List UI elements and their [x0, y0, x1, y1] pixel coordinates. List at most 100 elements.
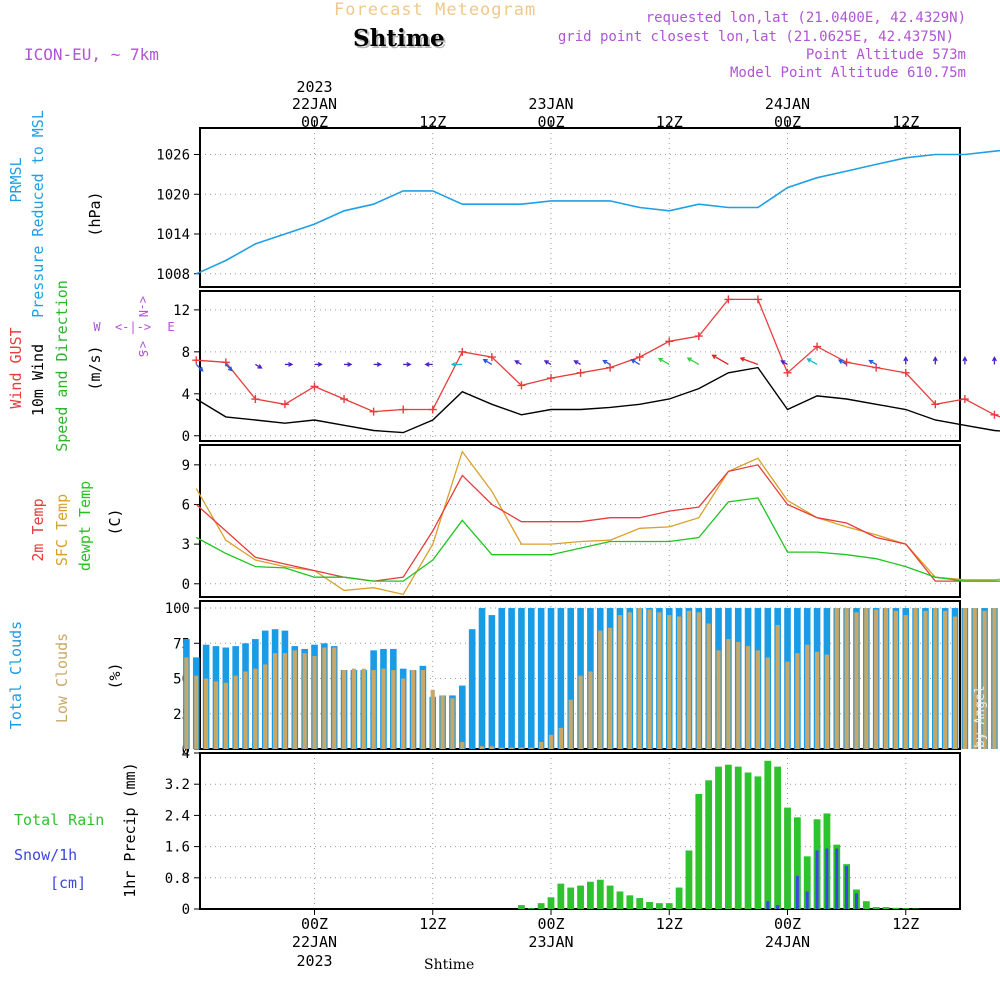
low-cloud-bar [341, 670, 347, 749]
snow-label: Snow/1h [14, 846, 77, 864]
total-cloud-bar [459, 685, 466, 749]
low-cloud-bar [588, 671, 593, 749]
wind-arrow-head [227, 366, 233, 372]
wind-arrow-head [424, 361, 430, 367]
hpa-unit-label: (hPa) [86, 191, 104, 236]
low-cloud-bar [233, 675, 238, 749]
low-cloud-bar [765, 657, 770, 749]
low-cloud-bar [184, 657, 189, 749]
bottom-tick-label: 00Z [537, 915, 564, 933]
wind-arrow-head [257, 364, 263, 369]
rain-bar [774, 766, 782, 909]
top-year-label: 2023 [296, 78, 332, 96]
top-tick-label: 00Z [537, 113, 564, 131]
rain-bar [784, 807, 791, 909]
y-tick-label: 1008 [156, 267, 190, 283]
low-cloud-bar [982, 610, 987, 749]
low-cloud-bar [824, 654, 830, 749]
total-rain-label: Total Rain [14, 811, 104, 829]
total-cloud-bar [468, 629, 476, 749]
y-tick-label: 4 [182, 746, 190, 762]
snow-bar [815, 850, 819, 909]
gridpoint-coords: grid point closest lon,lat (21.0625E, 42… [557, 29, 954, 45]
wind-arrow [712, 354, 729, 365]
low-cloud-bar [548, 734, 554, 749]
low-cloud-bar [617, 615, 623, 749]
low-cloud-bar [194, 675, 199, 749]
gust-marker [635, 353, 644, 362]
rain-bar [518, 905, 525, 909]
wind-arrow-head [838, 359, 844, 364]
wind-arrow [740, 357, 759, 366]
rain-bar [646, 901, 653, 909]
y-tick-label: 0 [182, 902, 190, 918]
bottom-tick-label: 00Z [774, 915, 801, 933]
rain-bar [537, 903, 545, 909]
y-tick-label: 8 [182, 345, 190, 361]
bottom-tick-label: 12Z [892, 915, 919, 933]
time-axis: 00Z 00Z 12Z 12Z 00Z 00Z 12Z 12Z 00Z 00Z 12Z 12Z 2023… [292, 78, 919, 970]
gust-line [196, 298, 1000, 418]
low-cloud-bar [745, 646, 751, 749]
compass-w: W [93, 320, 101, 334]
wind-arrow-head [806, 358, 812, 363]
wind-arrow-head [317, 361, 323, 367]
low-cloud-bar [814, 651, 820, 749]
low-cloud-bar [302, 653, 307, 749]
low-cloud-bar [844, 608, 849, 749]
rain-bar [705, 780, 713, 909]
gust-marker [753, 295, 762, 304]
low-cloud-bar [410, 670, 416, 749]
low-cloud-bar [558, 727, 563, 749]
gust-marker [901, 368, 910, 377]
low-cloud-bar [450, 698, 455, 749]
wind-arrow-head [711, 354, 717, 360]
rain-bar [724, 764, 732, 909]
snow-bar [795, 875, 799, 909]
snow-bar [776, 905, 780, 909]
y-tick-label: 0 [182, 577, 190, 593]
rain-bar [872, 907, 880, 909]
wind-arrow [195, 363, 204, 372]
panel-frame [199, 127, 961, 288]
top-tick-label: 12Z [656, 113, 683, 131]
low-cloud-bar [883, 608, 889, 749]
low-cloud-bar [282, 653, 288, 749]
gust-marker [931, 400, 940, 409]
total-cloud-bar [557, 608, 565, 749]
low-cloud-bar [903, 615, 908, 749]
wind-arrow-head [630, 359, 636, 364]
wind-compass: W <-|-> E<-N<-S [93, 296, 174, 357]
rain-bar [587, 881, 594, 909]
rain-bar [616, 891, 624, 909]
wind-arrow [483, 359, 493, 365]
low-cloud-bar [292, 650, 297, 749]
gust-marker [724, 295, 733, 304]
low-cloud-bar [736, 641, 741, 749]
wind-arrow-head [543, 360, 549, 365]
low-cloud-bar [539, 741, 544, 749]
precip-axis-label: 1hr Precip (mm) [121, 762, 139, 897]
low-cloud-bar [351, 668, 357, 749]
low-cloud-bar [933, 608, 938, 749]
rain-bar [764, 760, 772, 909]
total-cloud-bar [478, 608, 486, 749]
total-clouds-label: Total Clouds [7, 621, 25, 729]
wind-arrow-head [686, 357, 692, 362]
rain-bar [902, 908, 910, 909]
compass-arrows: <-|-> [115, 320, 151, 334]
rain-bar [557, 883, 565, 909]
low-cloud-bar [312, 655, 317, 749]
top-tick-label: 12Z [892, 113, 919, 131]
total-cloud-bar [567, 608, 575, 749]
wind-arrow-head [573, 360, 579, 365]
low-cloud-bar [805, 644, 810, 749]
low-cloud-bar [371, 670, 376, 749]
station-name: Shtime [353, 25, 445, 52]
rain-bar [596, 879, 604, 909]
gust-marker [547, 374, 555, 383]
low-cloud-bar [952, 616, 958, 749]
y-tick-label: 1014 [156, 227, 190, 243]
gust-marker [517, 381, 526, 390]
